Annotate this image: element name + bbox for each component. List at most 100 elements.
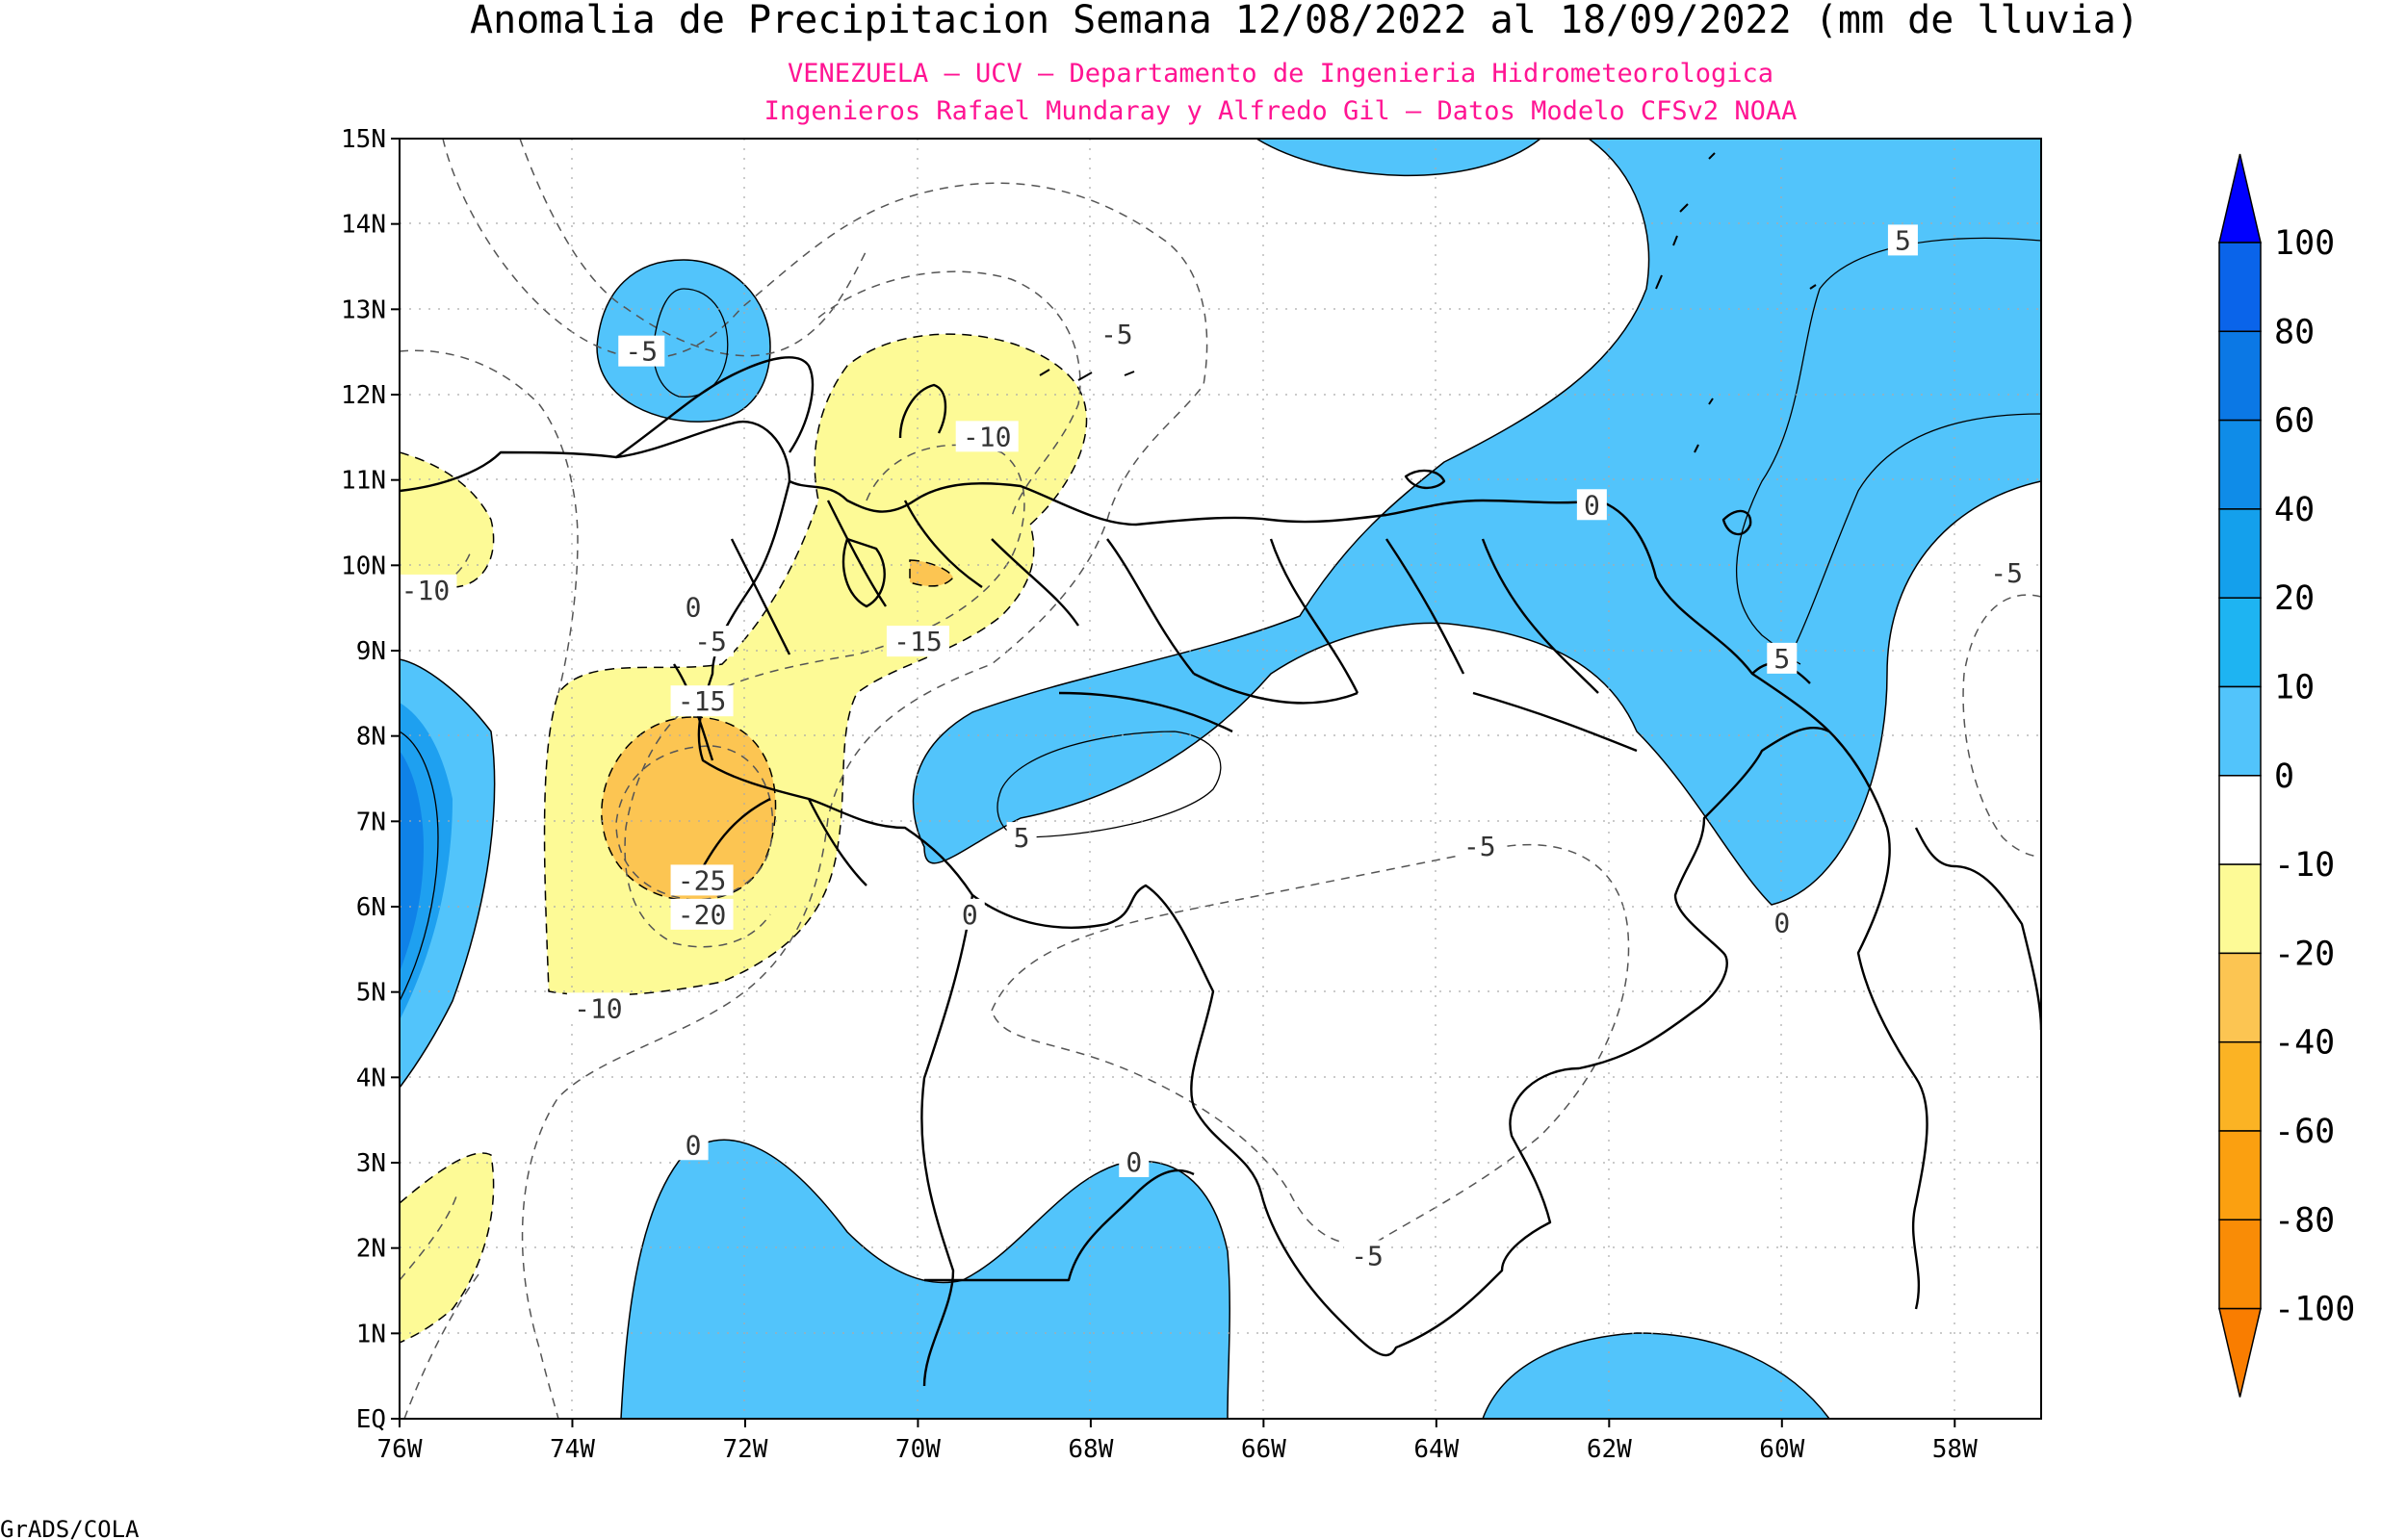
y-tick-label: 14N: [341, 211, 386, 240]
x-tick-label: 70W: [895, 1435, 941, 1464]
y-tick-label: 2N: [356, 1235, 386, 1264]
colorbar-label: -100: [2274, 1291, 2355, 1329]
y-tick-label: 6N: [356, 893, 386, 922]
colorbar-min-arrow: [2218, 1307, 2262, 1398]
contour-label: 0: [686, 592, 702, 624]
x-tick-label: 76W: [377, 1435, 423, 1464]
x-tick-label: 64W: [1413, 1435, 1459, 1464]
y-tick-label: 3N: [356, 1149, 386, 1178]
contour-label-bg: [1119, 1146, 1150, 1177]
contour-minus10-southwest: [400, 1193, 458, 1281]
contour-label: -5: [1351, 1241, 1384, 1272]
contour-label-bg: [1576, 489, 1607, 521]
island-guadeloupe: [1679, 203, 1689, 213]
coastline-guajira: [615, 356, 815, 458]
contour-label-bg: [1006, 822, 1037, 854]
colorbar-swatch: [2218, 863, 2262, 955]
colorbar-label: 40: [2274, 491, 2315, 529]
contour-label: 0: [686, 1129, 702, 1161]
colorbar-max-arrow: [2218, 153, 2262, 244]
border-guyana: [1828, 731, 1928, 1310]
contour-label-bg: [1767, 642, 1798, 674]
contour-label-bg: [670, 864, 734, 896]
positive-anomaly-areas: [400, 139, 2041, 1419]
subtitle-authors: Ingenieros Rafael Mundaray y Alfredo Gil…: [764, 96, 1798, 126]
colorbar-label: -10: [2274, 846, 2335, 885]
border-suriname: [1914, 827, 2041, 1031]
contour-label: 0: [1584, 489, 1600, 521]
island-curacao: [1077, 372, 1093, 381]
island-bonaire: [1124, 371, 1135, 376]
colorbar-swatch: [2218, 242, 2262, 333]
positive-area-southeast: [1482, 1332, 1830, 1419]
contour-plus5-east-2: [1790, 413, 2041, 655]
contour-minus10-north: [817, 270, 1081, 521]
border-colombia-brazil: [920, 894, 974, 1387]
colorbar-label: 20: [2274, 579, 2315, 618]
contour-label: 0: [1126, 1146, 1142, 1178]
negative-strong-small: [909, 559, 954, 587]
plot-area: [400, 139, 2041, 1419]
contour-label: 5: [1773, 643, 1790, 675]
colorbar-swatch: [2218, 1130, 2262, 1221]
positive-stronger-west: [400, 751, 424, 972]
contour-label-bg: [678, 1129, 709, 1161]
contour-label-bg: [394, 574, 457, 605]
x-tick-label: 72W: [722, 1435, 767, 1464]
contour-plus5-east: [1736, 237, 2041, 665]
colorbar-label: 10: [2274, 669, 2315, 707]
colorbar-swatch: [2218, 685, 2262, 777]
x-tick-label: 74W: [550, 1435, 595, 1464]
island-dominica: [1672, 235, 1678, 246]
contour-label-bg: [1344, 1240, 1391, 1271]
plot-frame: [399, 138, 2042, 1420]
contour-plus5-west: [400, 731, 439, 1002]
colorbar-label: 0: [2274, 757, 2294, 796]
x-tick-label: 58W: [1932, 1435, 1978, 1464]
contour-label-bg: [1767, 907, 1798, 938]
caribbean-islands: [1039, 152, 1817, 453]
y-tick-label: 7N: [356, 808, 386, 836]
contour-label-bg: [670, 898, 734, 930]
negative-area-west: [400, 451, 495, 588]
contour-label-bg: [1983, 557, 2031, 589]
contour-plus5-guajira: [653, 288, 729, 398]
contour-label-bg: [1456, 830, 1503, 861]
contour-label: -5: [625, 336, 658, 368]
x-tick-label: 62W: [1587, 1435, 1632, 1464]
contour-label-bg: [955, 421, 1019, 452]
y-tick-label: 9N: [356, 637, 386, 666]
y-tick-label: 4N: [356, 1064, 386, 1092]
colorbar-label: -20: [2274, 935, 2335, 973]
lake-maracaibo: [841, 537, 886, 608]
x-tick-label: 68W: [1068, 1435, 1113, 1464]
colorbar-label: 100: [2274, 224, 2335, 263]
margarita-island: [1404, 469, 1446, 490]
island-st-vincent: [1708, 398, 1714, 405]
contour-label: 5: [1895, 224, 1911, 256]
contour-label: -5: [1100, 319, 1133, 350]
colorbar-swatch: [2218, 508, 2262, 599]
contour-label: -15: [678, 685, 727, 717]
country-boundaries: [400, 356, 2041, 1387]
contour-label-bg: [954, 898, 985, 930]
colorbar-swatch: [2218, 419, 2262, 510]
contour-label: -25: [678, 864, 727, 896]
map-title: Anomalia de Precipitacion Semana 12/08/2…: [470, 0, 2139, 42]
contour-label-bg: [670, 685, 734, 717]
colorbar-swatch: [2218, 1219, 2262, 1310]
contour-label-bg: [687, 626, 735, 657]
border-venezuela-south: [971, 726, 1830, 1357]
colorbar-swatch: [2218, 952, 2262, 1043]
colorbar-label: -60: [2274, 1113, 2335, 1151]
x-tick-label: 66W: [1241, 1435, 1286, 1464]
contour-label: -5: [1463, 831, 1496, 862]
contour-labels: -5-5-1005-55-100-5-15-1550-25-20-10-5000…: [394, 224, 2031, 1272]
colorbar-swatch: [2218, 330, 2262, 422]
positive-contours: [400, 237, 2041, 1002]
contour-label: -5: [694, 626, 727, 657]
contour-label-bg: [1093, 318, 1140, 349]
contour-label: -10: [963, 421, 1012, 452]
venezuela-states: [826, 500, 1638, 753]
colorbar-label: 60: [2274, 402, 2315, 441]
